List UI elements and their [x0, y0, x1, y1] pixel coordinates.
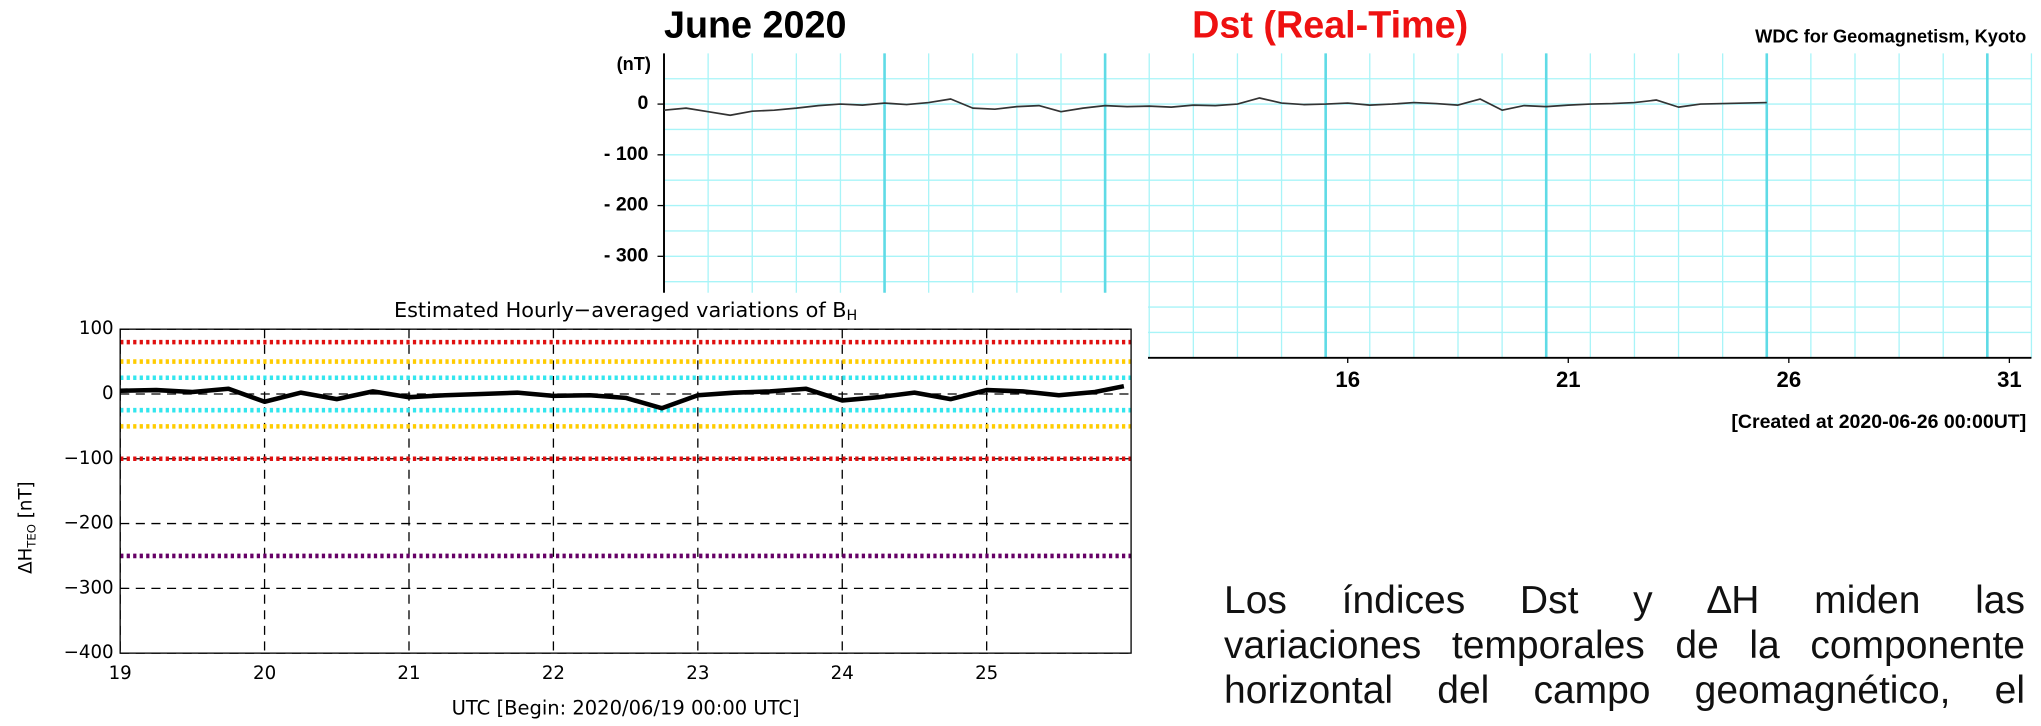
- text-line: variaciones temporales de la componente: [1224, 624, 2025, 667]
- source: WDC for Geomagnetism, Kyoto: [1755, 27, 2026, 47]
- y-tick-label: - 300: [604, 244, 649, 266]
- x-tick-label: 21: [397, 663, 420, 684]
- y-tick-label: 0: [102, 383, 114, 404]
- data-line: [663, 97, 1767, 117]
- title-main: Estimated Hourly−averaged variations of …: [394, 298, 847, 322]
- x-tick-label: 21: [1556, 367, 1581, 392]
- x-tick-label: 23: [686, 663, 709, 684]
- y-tick-label: −400: [64, 642, 114, 663]
- title-subscript: H: [847, 308, 858, 324]
- x-tick-label: 25: [975, 663, 998, 684]
- x-tick-label: 19: [109, 663, 132, 684]
- x-tick-label: 22: [542, 663, 565, 684]
- text-line: Los índices Dst y ∆H miden las: [1224, 579, 2025, 622]
- ylabel-main: ΔH: [15, 548, 36, 574]
- x-tick-label: 20: [253, 663, 276, 684]
- y-tick-label: −100: [64, 448, 114, 469]
- x-tick-label: 31: [1997, 367, 2022, 392]
- x-tick-label: 26: [1777, 367, 1802, 392]
- ylabel-subscript: TEO: [24, 524, 38, 549]
- x-axis-label: UTC [Begin: 2020/06/19 00:00 UTC]: [452, 697, 800, 720]
- footnote: [Created at 2020-06-26 00:00UT]: [1731, 411, 2026, 433]
- chart-title: Estimated Hourly−averaged variations of …: [394, 298, 857, 324]
- y-axis-label: (nT): [617, 54, 651, 74]
- ylabel-unit: [nT]: [15, 481, 36, 524]
- overlay-background: [0, 292, 1149, 726]
- x-tick-label: 24: [831, 663, 854, 684]
- y-axis-label: ΔHTEO [nT]: [15, 481, 38, 574]
- y-tick-label: 100: [79, 318, 114, 339]
- text-line: horizontal del campo geomagnético, el: [1224, 669, 2025, 712]
- y-tick-label: - 100: [604, 143, 649, 165]
- chart-subtitle: Dst (Real-Time): [1192, 3, 1468, 45]
- y-tick-label: 0: [638, 92, 649, 114]
- paragraph: Los índices Dst y ∆H miden las variacion…: [1224, 578, 2025, 713]
- chart-title: June 2020: [664, 3, 846, 45]
- x-tick-label: 16: [1335, 367, 1360, 392]
- y-tick-label: - 200: [604, 194, 649, 216]
- plot-frame: [119, 328, 1132, 654]
- data-line: [120, 383, 1125, 411]
- y-tick-label: −300: [64, 577, 114, 598]
- y-tick-label: −200: [64, 513, 114, 534]
